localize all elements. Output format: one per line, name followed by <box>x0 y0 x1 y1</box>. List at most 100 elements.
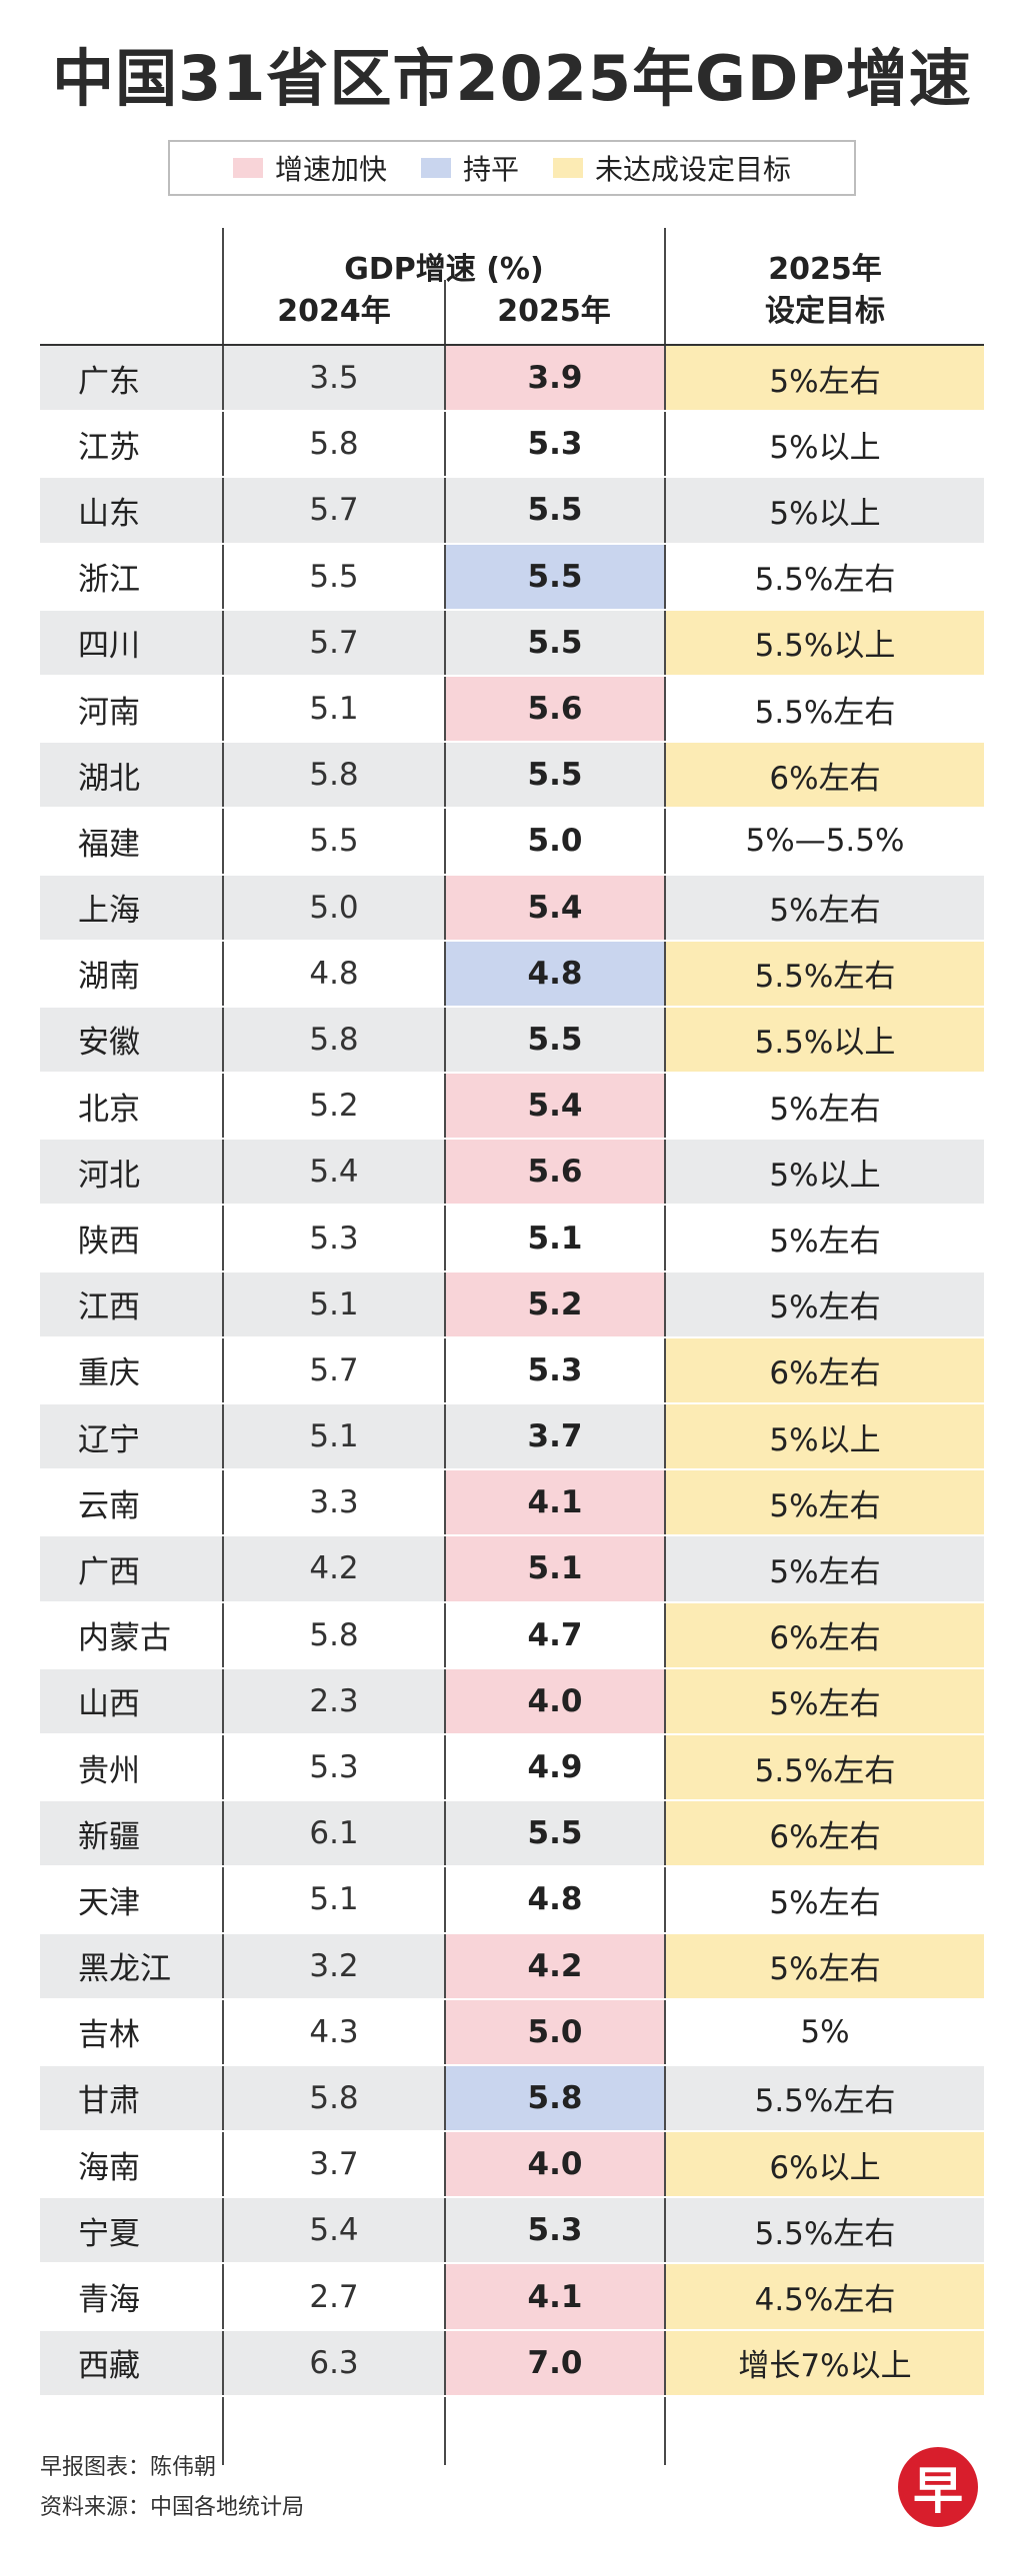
province-cell: 江西 <box>40 1272 222 1336</box>
target-cell: 5%左右 <box>666 1933 984 1998</box>
legend-item-flat: 持平 <box>420 148 519 188</box>
target-cell: 5%以上 <box>666 1140 984 1205</box>
growth-2024-cell: 5.1 <box>309 691 359 728</box>
growth-2025-cell: 7.0 <box>446 2330 664 2395</box>
table-row: 江西 5.1 5.2 5%左右 <box>40 1272 984 1338</box>
growth-2025-cell: 4.1 <box>446 2264 664 2329</box>
target-cell: 5%左右 <box>666 1536 984 1601</box>
target-cell: 5%左右 <box>666 1470 984 1535</box>
column-divider <box>444 280 446 346</box>
table-row: 贵州 5.3 4.9 5.5%左右 <box>40 1734 984 1802</box>
growth-2024-cell: 6.3 <box>224 2330 444 2395</box>
growth-2024-cell: 5.8 <box>309 426 359 463</box>
province-cell: 福建 <box>78 826 140 863</box>
header-target-label: 设定目标 <box>765 294 885 329</box>
target-cell: 5%左右 <box>666 1668 984 1733</box>
growth-2025-cell: 4.8 <box>527 1881 583 1918</box>
growth-2025-cell: 5.5 <box>446 610 664 675</box>
table-row: 陕西 5.3 5.1 5%左右 <box>40 1206 984 1273</box>
target-cell: 5% <box>800 2013 850 2050</box>
growth-2024-cell: 5.7 <box>224 610 444 675</box>
growth-2025-cell: 4.9 <box>527 1749 583 1786</box>
table-row: 江苏 5.8 5.3 5%以上 <box>40 412 984 479</box>
province-cell: 广西 <box>40 1536 222 1601</box>
zaobao-logo: 早 <box>898 2447 978 2527</box>
table-header: GDP增速 (%) 2024年 2025年 2025年 设定目标 <box>40 228 984 346</box>
column-divider <box>664 228 666 346</box>
province-cell: 海南 <box>78 2149 140 2186</box>
table-row: 天津 5.1 4.8 5%左右 <box>40 1867 984 1934</box>
legend-label-flat: 持平 <box>462 153 519 186</box>
growth-2025-cell: 5.5 <box>446 1007 664 1073</box>
target-cell: 6%左右 <box>666 743 984 808</box>
growth-2024-cell: 5.1 <box>224 1404 444 1469</box>
table-row: 重庆 5.7 5.3 6%左右 <box>40 1337 984 1404</box>
growth-2024-cell: 4.3 <box>309 2013 359 2050</box>
province-cell: 河南 <box>78 694 140 731</box>
target-cell: 5%以上 <box>666 478 984 543</box>
target-cell: 5%左右 <box>666 346 984 411</box>
header-year-2025: 2025年 <box>497 294 611 329</box>
growth-2025-cell: 5.5 <box>446 743 664 808</box>
table-row: 广东 3.5 3.9 5%左右 <box>40 346 984 413</box>
target-cell: 5%左右 <box>666 875 984 940</box>
growth-2025-cell: 4.1 <box>446 1470 664 1535</box>
growth-2024-cell: 3.5 <box>224 346 444 411</box>
legend-item-missed: 未达成设定目标 <box>553 148 791 188</box>
growth-2025-cell: 5.1 <box>527 1220 583 1257</box>
growth-2025-cell: 4.7 <box>527 1616 583 1653</box>
province-cell: 北京 <box>78 1091 140 1128</box>
column-divider <box>444 346 446 2465</box>
target-cell: 增长7%以上 <box>666 2330 984 2395</box>
growth-2024-cell: 5.3 <box>309 1749 359 1786</box>
target-cell: 5%左右 <box>769 1091 881 1128</box>
target-cell: 5%以上 <box>769 429 881 466</box>
growth-2025-cell: 5.5 <box>446 544 664 609</box>
target-cell: 6%以上 <box>666 2132 984 2197</box>
province-cell: 广东 <box>40 346 222 411</box>
growth-2024-cell: 4.8 <box>309 955 359 992</box>
province-cell: 陕西 <box>78 1224 140 1261</box>
table-row: 辽宁 5.1 3.7 5%以上 <box>40 1404 984 1471</box>
province-cell: 云南 <box>78 1487 140 1524</box>
target-cell: 5.5%左右 <box>666 2065 984 2131</box>
column-divider <box>222 346 224 2465</box>
legend-swatch-faster <box>232 158 263 178</box>
target-cell: 5.5%以上 <box>666 1007 984 1073</box>
target-cell: 5.5%左右 <box>666 1734 984 1800</box>
table-row: 上海 5.0 5.4 5%左右 <box>40 875 984 942</box>
growth-2025-cell: 4.0 <box>446 1668 664 1733</box>
growth-2024-cell: 5.1 <box>309 1881 359 1918</box>
header-rule <box>40 344 984 346</box>
target-cell: 5%以上 <box>666 1404 984 1469</box>
growth-2024-cell: 2.7 <box>309 2278 359 2315</box>
province-cell: 吉林 <box>78 2017 140 2054</box>
table-row: 四川 5.7 5.5 5.5%以上 <box>40 610 984 677</box>
target-cell: 6%左右 <box>666 1801 984 1866</box>
province-cell: 山东 <box>40 478 222 543</box>
table-row: 湖南 4.8 4.8 5.5%左右 <box>40 941 984 1008</box>
growth-2025-cell: 5.5 <box>446 1801 664 1866</box>
growth-2024-cell: 5.8 <box>224 743 444 808</box>
growth-2025-cell: 5.3 <box>446 2198 664 2263</box>
growth-2024-cell: 5.3 <box>309 1220 359 1257</box>
province-cell: 湖南 <box>78 959 140 996</box>
target-cell: 4.5%左右 <box>666 2264 984 2329</box>
growth-2025-cell: 5.0 <box>527 823 583 860</box>
growth-2024-cell: 5.4 <box>224 1140 444 1205</box>
growth-2025-cell: 5.1 <box>446 1536 664 1601</box>
province-cell: 内蒙古 <box>78 1620 171 1657</box>
growth-2024-cell: 5.2 <box>309 1088 359 1125</box>
growth-2024-cell: 3.2 <box>224 1933 444 1998</box>
growth-2024-cell: 5.7 <box>309 1351 359 1388</box>
growth-2025-cell: 5.0 <box>446 1999 664 2064</box>
legend-label-missed: 未达成设定目标 <box>595 153 792 186</box>
column-divider <box>664 346 666 2465</box>
growth-2025-cell: 5.5 <box>446 478 664 543</box>
province-cell: 西藏 <box>40 2330 222 2395</box>
target-cell: 5.5%左右 <box>666 941 984 1006</box>
growth-2024-cell: 5.5 <box>309 558 359 595</box>
table-row: 安徽 5.8 5.5 5.5%以上 <box>40 1007 984 1075</box>
growth-2024-cell: 6.1 <box>224 1801 444 1866</box>
table-row: 山东 5.7 5.5 5%以上 <box>40 478 984 545</box>
